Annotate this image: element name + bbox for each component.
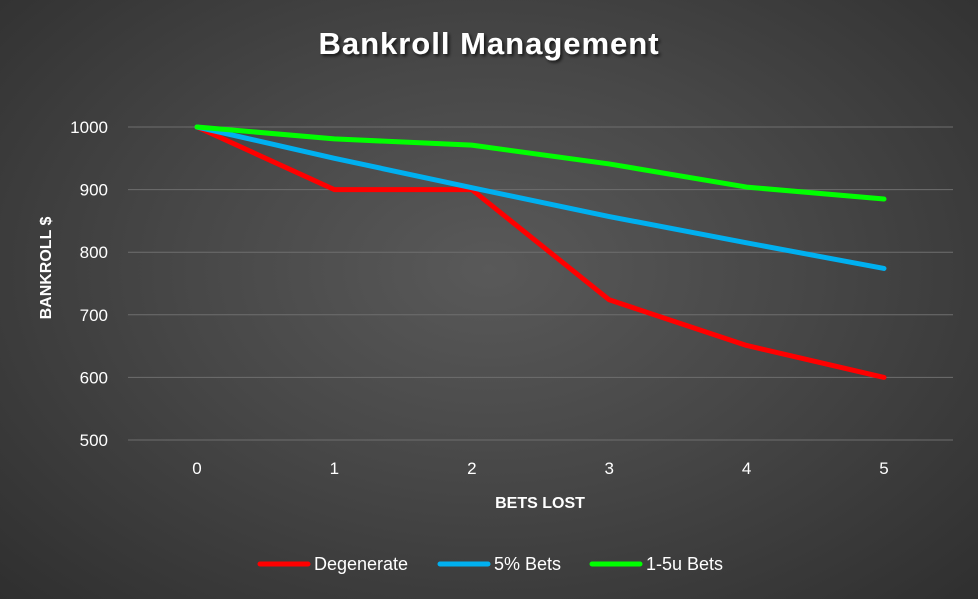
- x-tick-label: 2: [467, 459, 476, 478]
- y-tick-label: 1000: [70, 118, 108, 137]
- legend: Degenerate 5% Bets 1-5u Bets: [257, 554, 723, 574]
- x-axis-label: BETS LOST: [495, 495, 585, 512]
- x-tick-label: 1: [330, 459, 339, 478]
- legend-label: 1-5u Bets: [646, 554, 723, 574]
- y-tick-label: 600: [80, 368, 108, 387]
- y-tick-label: 900: [80, 181, 108, 200]
- series-line: [194, 124, 887, 202]
- y-tick-label: 800: [80, 243, 108, 262]
- series-lines: [194, 124, 887, 380]
- chart-title: Bankroll Management: [318, 26, 659, 61]
- x-tick-label: 3: [604, 459, 613, 478]
- gridlines: [128, 126, 953, 441]
- legend-item: 1-5u Bets: [589, 554, 723, 574]
- y-axis-label: BANKROLL $: [38, 216, 55, 319]
- x-tick-label: 0: [192, 459, 201, 478]
- x-tick-label: 5: [879, 459, 888, 478]
- series-line: [194, 124, 887, 271]
- y-tick-label: 700: [80, 306, 108, 325]
- x-tick-label: 4: [742, 459, 751, 478]
- series-line: [194, 124, 887, 380]
- y-axis-ticks: 500 600 700 800 900 1000: [70, 118, 108, 450]
- y-tick-label: 500: [80, 431, 108, 450]
- legend-item: 5% Bets: [437, 554, 561, 574]
- legend-label: Degenerate: [314, 554, 408, 574]
- x-axis-ticks: 0 1 2 3 4 5: [192, 459, 888, 478]
- legend-item: Degenerate: [257, 554, 408, 574]
- legend-label: 5% Bets: [494, 554, 561, 574]
